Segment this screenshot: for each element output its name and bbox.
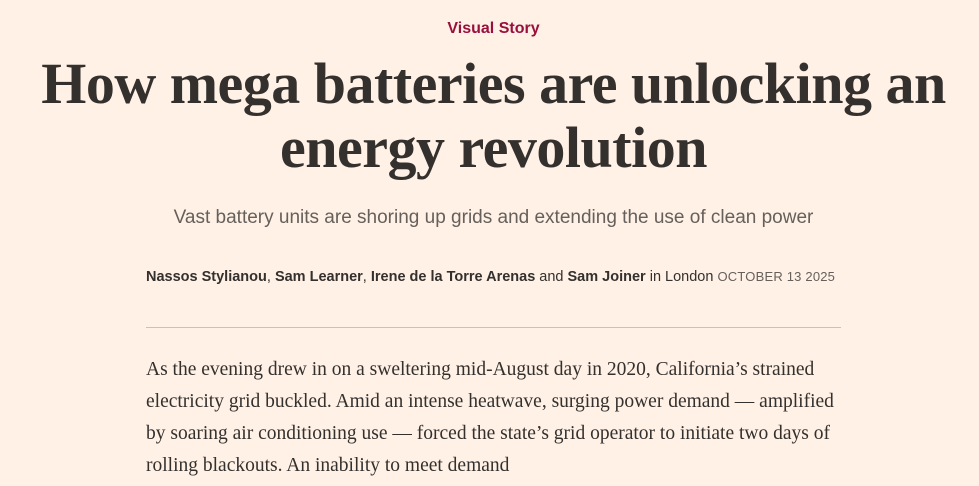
- author-link-2[interactable]: Sam Learner: [274, 269, 363, 285]
- byline-location: in London: [645, 269, 718, 285]
- author-link-3[interactable]: Irene de la Torre Arenas: [370, 269, 536, 285]
- byline-divider: [146, 327, 841, 328]
- standfirst: Vast battery units are shoring up grids …: [173, 207, 814, 228]
- body-paragraph: As the evening drew in on a sweltering m…: [146, 359, 834, 476]
- section-kicker-link[interactable]: Visual Story: [447, 20, 540, 37]
- headline: How mega batteries are unlocking an ener…: [41, 51, 946, 180]
- byline-separator: ,: [362, 269, 371, 285]
- byline-separator: and: [535, 269, 568, 285]
- publish-date: October 13 2025: [717, 269, 836, 284]
- author-link-1[interactable]: Nassos Stylianou: [146, 269, 267, 285]
- byline: Nassos Stylianou, Sam Learner, Irene de …: [146, 264, 841, 290]
- byline-separator: ,: [266, 269, 275, 285]
- author-link-4[interactable]: Sam Joiner: [567, 269, 646, 285]
